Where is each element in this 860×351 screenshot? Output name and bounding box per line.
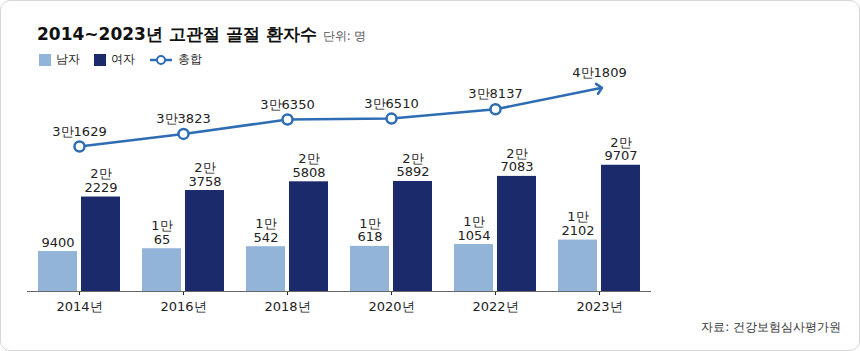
svg-text:2023년: 2023년: [576, 299, 622, 314]
html-text:남자: 남자: [56, 52, 80, 66]
svg-text:3만3823: 3만3823: [156, 111, 210, 126]
svg-text:1만618: 1만618: [358, 216, 383, 245]
svg-text:3만8137: 3만8137: [468, 86, 522, 101]
svg-text:2016년: 2016년: [160, 299, 206, 314]
svg-text:3만1629: 3만1629: [52, 124, 106, 139]
svg-text:2014년: 2014년: [56, 299, 102, 314]
svg-text:1만2102: 1만2102: [561, 209, 594, 238]
svg-text:2만9707: 2만9707: [604, 135, 637, 164]
svg-text:2만5892: 2만5892: [396, 151, 429, 180]
svg-text:1만542: 1만542: [254, 216, 279, 245]
html-text:여자: 여자: [111, 52, 135, 66]
svg-text:2020년: 2020년: [368, 299, 414, 314]
html-text:총합: 총합: [178, 52, 202, 66]
svg-text:2만7083: 2만7083: [500, 146, 533, 175]
html-text:2014~2023년 고관절 골절 환자수 단위: 명: 2014~2023년 고관절 골절 환자수 단위: 명: [37, 24, 367, 44]
html-text:자료: 건강보험심사평가원: 자료: 건강보험심사평가원: [701, 320, 841, 334]
svg-text:2만5808: 2만5808: [292, 151, 325, 180]
svg-text:3만6510: 3만6510: [364, 96, 418, 111]
svg-text:1만1054: 1만1054: [457, 214, 490, 243]
svg-text:2만2229: 2만2229: [84, 166, 117, 195]
svg-text:1만65: 1만65: [151, 218, 172, 247]
svg-text:2018년: 2018년: [264, 299, 310, 314]
svg-text:2만3758: 2만3758: [188, 160, 221, 189]
svg-text:2022년: 2022년: [472, 299, 518, 314]
svg-text:3만6350: 3만6350: [260, 97, 314, 112]
svg-text:4만1809: 4만1809: [572, 65, 626, 80]
svg-text:9400: 9400: [41, 235, 74, 250]
